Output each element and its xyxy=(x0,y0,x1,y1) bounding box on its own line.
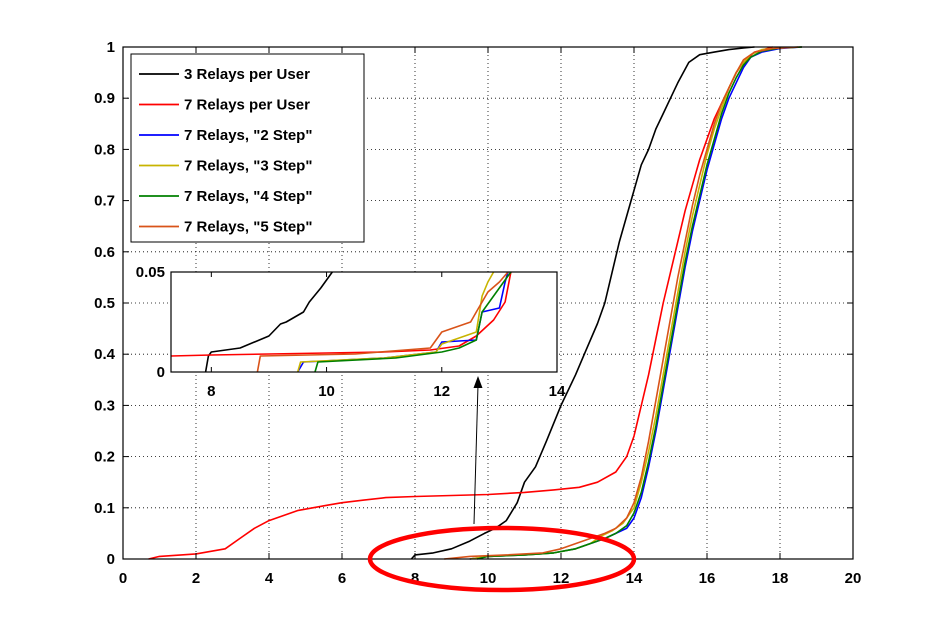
x-tick-label: 20 xyxy=(845,570,862,587)
inset-x-tick-label: 10 xyxy=(318,383,335,400)
inset-x-tick-label: 14 xyxy=(549,383,566,400)
y-tick-label: 1 xyxy=(107,39,115,56)
legend-label-1: 7 Relays per User xyxy=(184,97,310,114)
x-tick-label: 4 xyxy=(265,570,274,587)
inset-y-tick-label: 0.05 xyxy=(136,264,165,281)
main-series xyxy=(148,46,802,560)
series-line-0 xyxy=(410,46,755,560)
legend-box xyxy=(130,53,365,243)
series-line-5 xyxy=(444,46,799,560)
zoom-ellipse xyxy=(367,525,637,593)
x-tick-label: 2 xyxy=(192,570,200,587)
annotations xyxy=(367,376,637,593)
series-line-4 xyxy=(476,46,802,560)
y-tick-label: 0.6 xyxy=(94,244,115,261)
x-tick-label: 6 xyxy=(338,570,346,587)
main-axes: 0 2 4 6 8 10 12 14 16 18 2000.10.20.30.40.50.60.70… xyxy=(94,39,861,587)
y-tick-label: 0.5 xyxy=(94,295,115,312)
inset-series-line-5 xyxy=(256,271,509,373)
legend-label-2: 7 Relays, "2 Step" xyxy=(184,127,312,144)
x-tick-label: 12 xyxy=(553,570,570,587)
x-tick-label: 14 xyxy=(626,570,643,587)
inset-x-tick-label: 12 xyxy=(433,383,450,400)
y-tick-label: 0.4 xyxy=(94,346,116,363)
x-tick-label: 10 xyxy=(480,570,497,587)
inset-series-line-0 xyxy=(204,271,333,373)
inset-series-line-1 xyxy=(170,271,512,357)
legend-label-4: 7 Relays, "4 Step" xyxy=(184,188,312,205)
y-tick-label: 0.9 xyxy=(94,90,115,107)
series-line-1 xyxy=(148,46,773,560)
y-tick-label: 0.1 xyxy=(94,500,115,517)
zoom-arrow-head xyxy=(473,376,483,388)
x-tick-label: 0 xyxy=(119,570,127,587)
legend-label-3: 7 Relays, "3 Step" xyxy=(184,158,312,175)
inset-frame xyxy=(170,271,558,373)
zoom-arrow-line xyxy=(473,384,479,525)
legend-label-5: 7 Relays, "5 Step" xyxy=(184,219,312,236)
inset-x-tick-label: 8 xyxy=(207,383,215,400)
plot-frame xyxy=(122,46,854,560)
y-tick-label: 0.7 xyxy=(94,193,115,210)
x-tick-label: 8 xyxy=(411,570,419,587)
inset-series-line-4 xyxy=(314,271,512,373)
legend-label-0: 3 Relays per User xyxy=(184,66,310,83)
legend: 3 Relays per User 7 Relays per User 7 Rela… xyxy=(130,53,365,243)
y-tick-label: 0.3 xyxy=(94,397,115,414)
y-tick-label: 0.8 xyxy=(94,141,115,158)
x-tick-label: 18 xyxy=(772,570,789,587)
y-tick-label: 0.2 xyxy=(94,449,115,466)
inset-y-tick-label: 0 xyxy=(157,364,165,381)
y-tick-label: 0 xyxy=(107,551,115,568)
x-tick-label: 16 xyxy=(699,570,716,587)
inset-plot: 8 10 12 14 0 0.05 xyxy=(136,264,566,400)
